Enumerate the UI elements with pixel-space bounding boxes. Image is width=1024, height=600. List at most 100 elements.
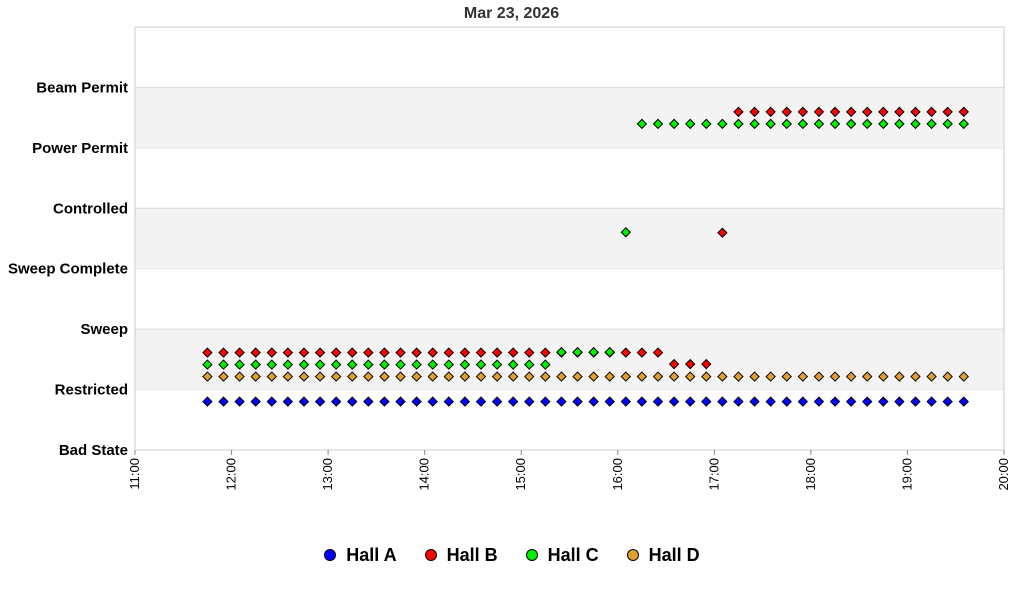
y-tick-label: Sweep xyxy=(80,321,128,338)
data-point xyxy=(845,118,857,130)
data-point xyxy=(878,371,889,382)
data-point xyxy=(894,371,905,382)
data-point xyxy=(540,371,551,382)
data-point xyxy=(314,347,326,358)
data-point xyxy=(829,396,841,407)
data-point xyxy=(443,371,455,382)
data-point xyxy=(620,227,632,238)
data-point xyxy=(524,371,535,382)
data-point xyxy=(813,106,825,118)
x-tick-label: 12:00 xyxy=(224,458,239,491)
data-point xyxy=(411,347,422,358)
x-tick-label: 18:00 xyxy=(803,458,818,491)
data-point xyxy=(765,396,776,407)
data-point xyxy=(781,118,792,130)
data-point xyxy=(314,359,326,370)
data-point xyxy=(797,396,809,407)
data-point xyxy=(620,371,632,382)
data-point xyxy=(282,347,294,358)
data-point xyxy=(765,371,776,382)
data-point xyxy=(910,118,921,130)
legend-label: Hall A xyxy=(346,544,397,565)
data-point xyxy=(379,396,390,407)
data-point xyxy=(781,396,792,407)
x-tick-label: 11:00 xyxy=(127,458,142,490)
data-point xyxy=(491,371,503,382)
x-tick-label: 20:00 xyxy=(996,458,1011,491)
data-point xyxy=(540,347,551,358)
data-point xyxy=(636,347,648,358)
x-tick-label: 19:00 xyxy=(899,458,914,491)
data-point xyxy=(411,396,422,407)
legend-marker xyxy=(424,549,437,561)
data-point xyxy=(395,347,406,358)
data-point xyxy=(668,371,680,382)
data-point xyxy=(218,347,229,358)
data-point xyxy=(942,106,953,118)
data-point xyxy=(717,371,728,382)
data-point xyxy=(427,347,438,358)
data-point xyxy=(781,106,792,118)
data-point xyxy=(701,396,712,407)
data-points xyxy=(202,106,969,407)
data-point xyxy=(717,227,728,238)
legend-item[interactable]: Hall C xyxy=(525,545,599,566)
data-point xyxy=(942,371,953,382)
y-tick-label: Beam Permit xyxy=(36,79,128,96)
data-point xyxy=(668,358,680,370)
data-point xyxy=(524,359,535,370)
data-point xyxy=(298,359,310,370)
data-point xyxy=(250,371,261,382)
data-point xyxy=(298,396,310,407)
data-point xyxy=(652,396,664,407)
legend-label: Hall D xyxy=(648,544,700,565)
data-point xyxy=(701,118,712,130)
data-point xyxy=(813,118,825,130)
data-point xyxy=(363,359,374,370)
data-point xyxy=(620,347,632,358)
data-point xyxy=(379,371,390,382)
data-point xyxy=(234,347,245,358)
legend-item[interactable]: Hall A xyxy=(324,544,397,566)
data-point xyxy=(330,359,342,370)
data-point xyxy=(250,347,261,358)
data-point xyxy=(636,118,648,130)
legend-item[interactable]: Hall D xyxy=(626,544,700,566)
data-point xyxy=(459,359,471,370)
data-point xyxy=(813,396,825,407)
data-point xyxy=(218,371,229,382)
data-point xyxy=(717,118,728,130)
data-point xyxy=(524,396,535,407)
data-point xyxy=(588,371,599,382)
legend-marker xyxy=(525,549,538,561)
grid-band xyxy=(135,208,1004,269)
data-point xyxy=(604,396,615,407)
data-point xyxy=(701,358,712,370)
data-point xyxy=(347,347,358,358)
data-point xyxy=(540,359,551,370)
data-point xyxy=(701,371,712,382)
data-point xyxy=(942,396,953,407)
data-point xyxy=(427,371,438,382)
data-point xyxy=(604,346,615,358)
data-point xyxy=(733,396,744,407)
data-point xyxy=(443,359,455,370)
data-point xyxy=(878,106,889,118)
data-point xyxy=(845,371,857,382)
data-point xyxy=(218,359,229,370)
data-point xyxy=(427,359,438,370)
data-point xyxy=(234,359,245,370)
legend: Hall A Hall B Hall C Hall D xyxy=(0,540,1024,570)
y-tick-label: Controlled xyxy=(53,200,128,217)
legend-item[interactable]: Hall B xyxy=(424,545,498,566)
data-point xyxy=(475,347,487,358)
x-tick-label: 15:00 xyxy=(513,458,528,491)
data-point xyxy=(475,396,487,407)
data-point xyxy=(556,346,567,358)
data-point xyxy=(910,396,921,407)
data-point xyxy=(652,118,664,130)
data-point xyxy=(363,396,374,407)
data-point xyxy=(910,371,921,382)
data-point xyxy=(652,347,664,358)
data-point xyxy=(379,359,390,370)
